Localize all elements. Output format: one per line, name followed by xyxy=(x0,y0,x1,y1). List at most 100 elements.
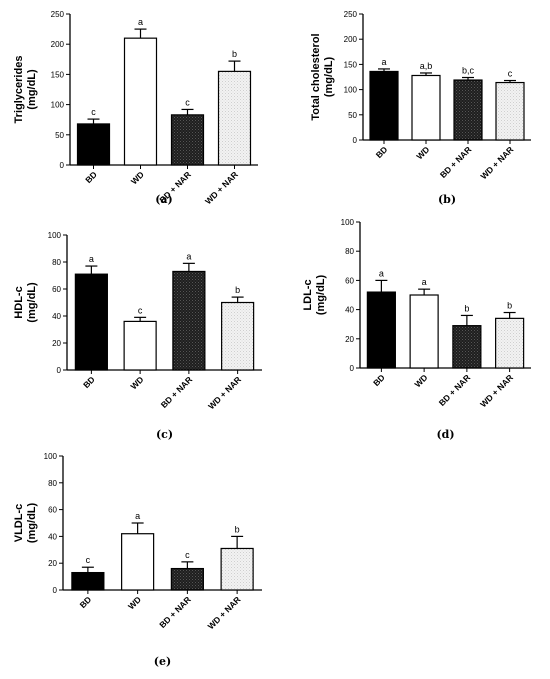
y-tick-label: 40 xyxy=(345,306,354,315)
y-tick-label: 100 xyxy=(344,86,358,95)
y-tick-label: 100 xyxy=(51,101,65,110)
y-tick-label: 250 xyxy=(344,10,358,19)
x-tick-label: BD + NAR xyxy=(157,594,193,630)
y-tick-label: 40 xyxy=(52,312,61,321)
y-axis-label-line-2: (mg/dL) xyxy=(26,69,38,110)
y-axis-label: Total cholesterol(mg/dL) xyxy=(310,33,335,120)
y-tick-label: 40 xyxy=(48,532,57,541)
x-tick-label: WD xyxy=(414,144,431,161)
chart-panel-2: Total cholesterol(mg/dL) 0 50 100 150 200 250 a… xyxy=(310,10,531,206)
y-tick-label: 60 xyxy=(52,285,61,294)
y-tick-label: 20 xyxy=(345,335,354,344)
x-tick-label: BD xyxy=(78,594,94,610)
x-tick-label: BD xyxy=(374,144,390,160)
significance-letter: a xyxy=(381,57,386,67)
y-axis-label-line-1: Total cholesterol xyxy=(310,33,322,120)
x-tick-label: WD xyxy=(128,374,145,391)
y-tick-label: 200 xyxy=(51,40,65,49)
y-tick-label: 20 xyxy=(52,339,61,348)
significance-letter: a xyxy=(138,17,143,27)
bar-wd xyxy=(409,294,439,369)
x-tick-label: WD xyxy=(129,169,146,186)
bar-wd-nar xyxy=(217,70,252,166)
significance-letter: c xyxy=(185,97,190,107)
bar-bd-nar xyxy=(170,567,204,591)
y-axis-label-line-2: (mg/dL) xyxy=(315,275,327,316)
x-tick-label: WD xyxy=(412,372,429,389)
bar-bd-nar xyxy=(172,270,206,371)
significance-letter: b xyxy=(464,303,469,313)
y-axis-label-line-2: (mg/dL) xyxy=(26,503,38,544)
y-tick-label: 50 xyxy=(348,111,357,120)
y-axis-label-line-2: (mg/dL) xyxy=(323,57,335,98)
y-axis-label-line-2: (mg/dL) xyxy=(26,282,38,323)
y-tick-label: 50 xyxy=(55,131,64,140)
y-axis-label-line-1: LDL-c xyxy=(302,279,314,310)
panel-caption: (a) xyxy=(155,193,173,206)
significance-letter: a xyxy=(379,268,384,278)
panel-caption: (c) xyxy=(156,428,173,441)
significance-letter: a xyxy=(135,511,140,521)
significance-letter: c xyxy=(91,107,96,117)
bar-wd-nar xyxy=(495,317,525,369)
y-tick-label: 250 xyxy=(51,10,65,19)
y-tick-label: 100 xyxy=(44,452,58,461)
x-tick-label: WD + NAR xyxy=(206,594,243,631)
y-tick-label: 80 xyxy=(345,247,354,256)
panel-caption: (d) xyxy=(436,428,454,441)
x-tick-label: BD xyxy=(81,374,97,390)
bar-bd xyxy=(369,70,399,141)
chart-panel-3: HDL-c(mg/dL) 0 20 40 60 80 100 a BD c WD a BD + NAR b… xyxy=(13,231,262,441)
bar-wd xyxy=(123,320,157,371)
y-axis-label-line-1: Triglycerides xyxy=(13,56,25,124)
x-tick-label: BD + NAR xyxy=(159,374,195,410)
y-tick-label: 80 xyxy=(52,258,61,267)
y-tick-label: 20 xyxy=(48,559,57,568)
y-tick-label: 60 xyxy=(345,276,354,285)
chart-panel-4: LDL-c(mg/dL) 0 20 40 60 80 100 a BD a WD b BD + NAR b… xyxy=(302,218,531,441)
x-tick-label: BD + NAR xyxy=(437,372,473,408)
x-tick-label: WD xyxy=(126,594,143,611)
y-axis-label-line-1: VLDL-c xyxy=(13,504,25,543)
x-tick-label: WD + NAR xyxy=(478,372,515,409)
significance-letter: c xyxy=(185,550,190,560)
bar-bd xyxy=(76,123,111,166)
y-tick-label: 150 xyxy=(51,70,65,79)
y-tick-label: 0 xyxy=(53,586,58,595)
significance-letter: a xyxy=(89,254,94,264)
bar-bd-nar xyxy=(452,325,482,369)
significance-letter: b,c xyxy=(462,66,475,76)
bar-wd-nar xyxy=(220,547,254,591)
y-tick-label: 150 xyxy=(344,60,358,69)
y-tick-label: 0 xyxy=(350,364,355,373)
x-tick-label: WD + NAR xyxy=(203,169,240,206)
y-tick-label: 100 xyxy=(48,231,62,240)
chart-panel-5: VLDL-c(mg/dL) 0 20 40 60 80 100 c BD a WD c BD + NAR… xyxy=(13,452,262,668)
bar-wd-nar xyxy=(495,81,525,141)
y-axis-label: Triglycerides(mg/dL) xyxy=(13,56,38,124)
significance-letter: c xyxy=(138,305,143,315)
bar-wd xyxy=(411,74,441,141)
significance-letter: b xyxy=(232,49,237,59)
significance-letter: b xyxy=(235,285,240,295)
panel-caption: (e) xyxy=(154,655,171,668)
x-tick-label: WD + NAR xyxy=(478,144,515,181)
y-tick-label: 200 xyxy=(344,35,358,44)
significance-letter: b xyxy=(235,524,240,534)
significance-letter: a xyxy=(422,277,427,287)
bar-bd-nar xyxy=(453,79,483,141)
y-tick-label: 80 xyxy=(48,479,57,488)
significance-letter: b xyxy=(507,301,512,311)
y-tick-label: 0 xyxy=(60,161,65,170)
bar-wd xyxy=(123,37,158,166)
y-tick-label: 0 xyxy=(353,136,358,145)
x-tick-label: BD xyxy=(371,372,387,388)
y-axis-label: LDL-c(mg/dL) xyxy=(302,275,327,316)
significance-letter: a,b xyxy=(420,61,433,71)
significance-letter: a xyxy=(186,251,191,261)
y-axis-label: HDL-c(mg/dL) xyxy=(13,282,38,323)
significance-letter: c xyxy=(508,69,513,79)
bar-wd-nar xyxy=(221,301,255,371)
y-axis-label-line-1: HDL-c xyxy=(13,286,25,318)
